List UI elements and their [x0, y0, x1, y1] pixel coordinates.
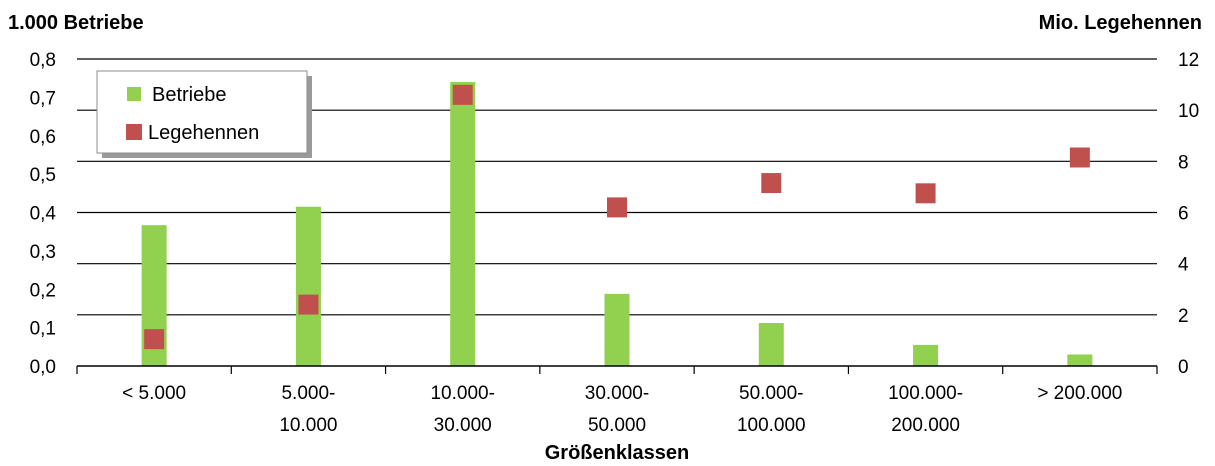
left-tick-label: 0,3 [30, 242, 56, 263]
right-tick-label: 6 [1178, 204, 1189, 225]
legend: Betriebe Legehennen [96, 70, 312, 158]
bar-betriebe [1067, 354, 1093, 366]
category-label: 100.000 [737, 415, 806, 436]
category-label: 100.000- [888, 383, 963, 404]
bar-betriebe [295, 206, 321, 366]
right-tick-label: 12 [1178, 50, 1199, 71]
category-label: 30.000 [434, 415, 492, 436]
legend-swatch-legehennen [126, 124, 142, 140]
x-axis-title: Größenklassen [545, 442, 690, 464]
left-tick-label: 0,2 [30, 280, 56, 301]
category-label: 30.000- [585, 383, 649, 404]
left-tick-label: 0,4 [30, 204, 57, 225]
right-axis-ticks: 0 2 4 6 8 10 12 [1178, 50, 1199, 378]
bar-betriebe [450, 82, 476, 367]
marker-legehennen [144, 329, 165, 350]
category-label: 10.000 [279, 415, 337, 436]
category-label: 10.000- [430, 383, 494, 404]
right-tick-label: 4 [1178, 255, 1189, 276]
marker-legehennen [915, 183, 936, 204]
marker-legehennen [298, 294, 319, 315]
bar-series [141, 82, 1093, 367]
category-label: 200.000 [891, 415, 960, 436]
left-axis-title: 1.000 Betriebe [8, 12, 144, 34]
left-tick-label: 0,1 [30, 319, 56, 340]
category-labels: < 5.000 5.000- 10.000 10.000- 30.000 30.000- 5… [122, 383, 1122, 436]
left-axis-ticks: 0,0 0,1 0,2 0,3 0,4 0,5 0,6 0,7 0,8 [30, 50, 57, 378]
legend-label-legehennen: Legehennen [148, 122, 259, 144]
marker-legehennen [607, 197, 627, 218]
right-tick-label: 2 [1178, 306, 1189, 327]
left-tick-label: 0,0 [30, 357, 56, 378]
category-label: > 200.000 [1037, 383, 1122, 404]
legend-label-betriebe: Betriebe [152, 84, 227, 106]
marker-legehennen [1069, 147, 1090, 168]
left-tick-label: 0,8 [30, 50, 56, 71]
left-tick-label: 0,7 [30, 88, 56, 109]
right-tick-label: 8 [1178, 152, 1189, 173]
category-label: 5.000- [281, 383, 335, 404]
right-tick-label: 0 [1178, 357, 1189, 378]
bar-betriebe [604, 293, 630, 366]
bar-betriebe [758, 323, 784, 366]
right-axis-title: Mio. Legehennen [1039, 12, 1202, 34]
category-label: < 5.000 [122, 383, 186, 404]
axes [76, 365, 1158, 374]
legend-swatch-betriebe [127, 87, 141, 101]
left-tick-label: 0,6 [30, 127, 56, 148]
category-label: 50.000- [739, 383, 803, 404]
marker-series [144, 84, 1090, 350]
right-tick-label: 10 [1178, 101, 1199, 122]
marker-legehennen [761, 173, 782, 194]
category-label: 50.000 [588, 415, 646, 436]
left-tick-label: 0,5 [30, 165, 56, 186]
bar-betriebe [913, 344, 939, 366]
marker-legehennen [452, 84, 473, 105]
